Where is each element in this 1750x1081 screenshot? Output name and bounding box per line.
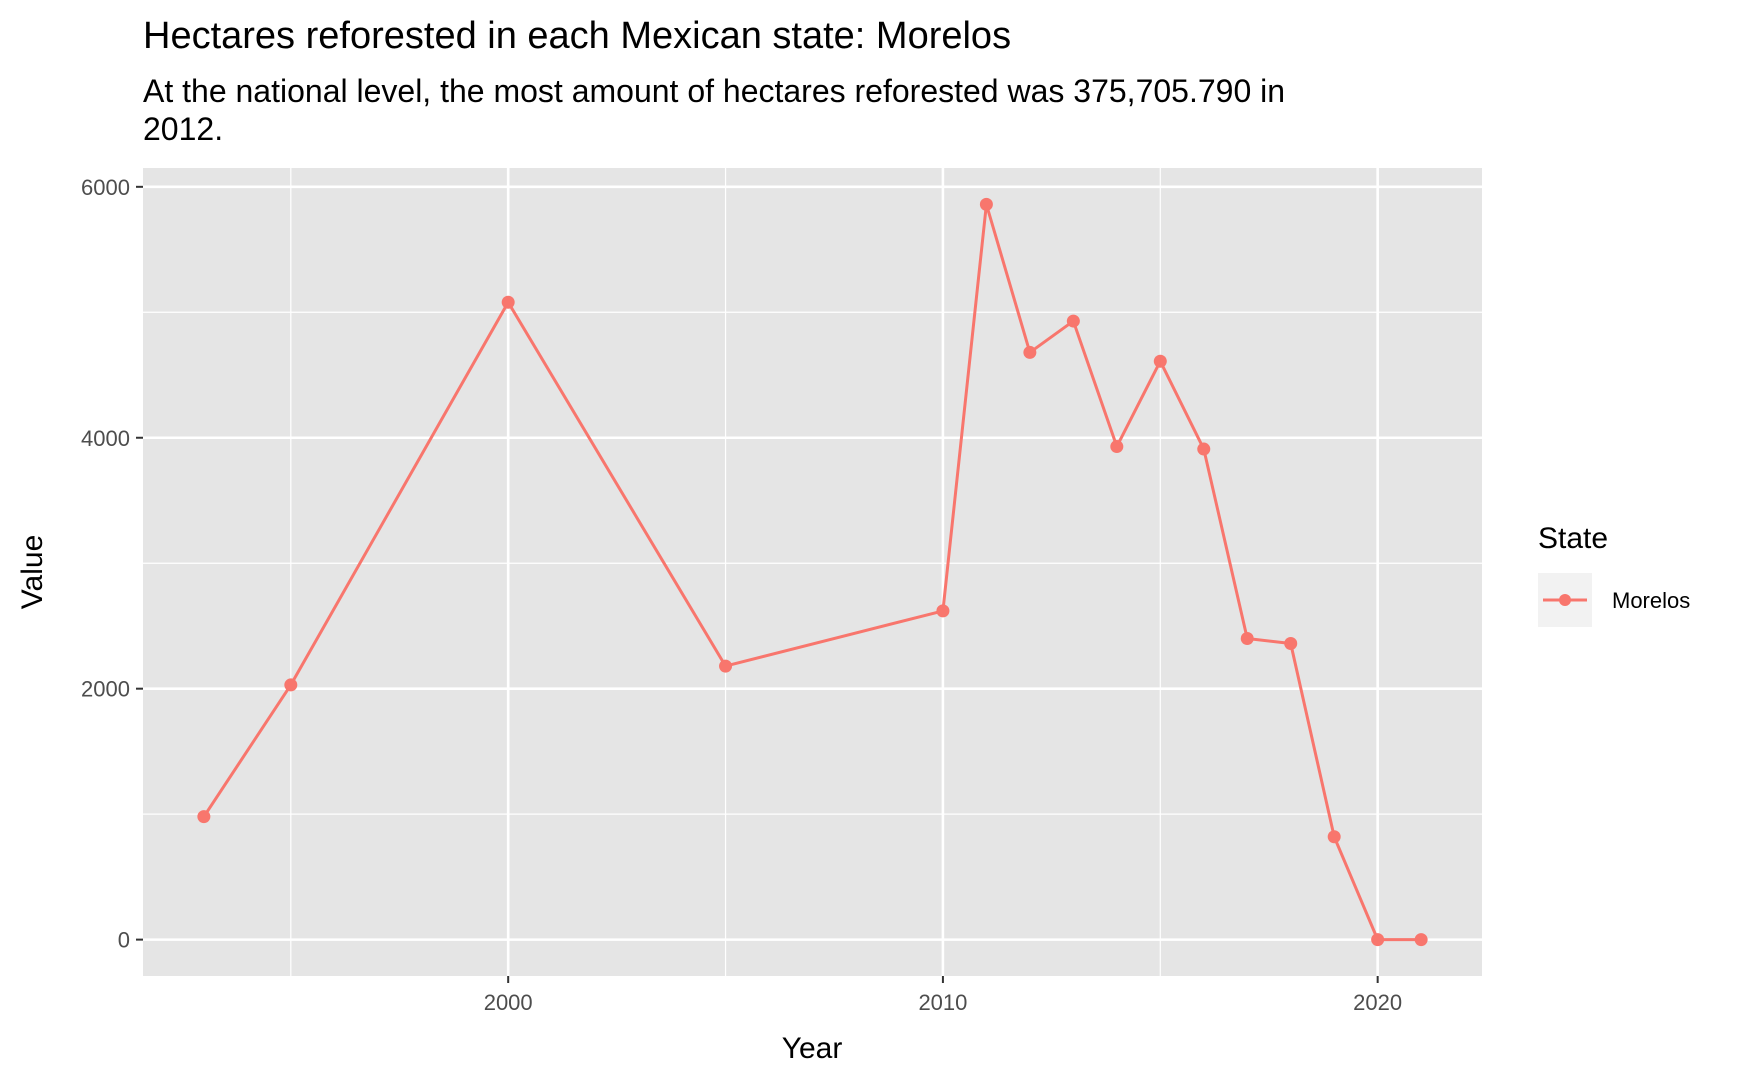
series-layer: [197, 197, 1428, 947]
data-point: [1327, 830, 1341, 844]
y-tick-label: 2000: [81, 677, 130, 702]
y-tick-label: 6000: [81, 175, 130, 200]
data-point: [197, 810, 211, 824]
series-line-morelos: [202, 202, 1422, 942]
x-tick-label: 2000: [484, 990, 533, 1015]
legend-label-morelos: Morelos: [1612, 588, 1690, 613]
plot-panel: [143, 168, 1482, 976]
data-point: [1284, 637, 1298, 651]
axis-ticks: [136, 185, 1379, 983]
data-point: [1066, 314, 1080, 328]
data-point: [1110, 440, 1124, 454]
legend-title: State: [1538, 522, 1608, 555]
chart-title: Hectares reforested in each Mexican stat…: [143, 15, 1011, 57]
x-tick-label: 2020: [1353, 990, 1402, 1015]
data-point: [1240, 631, 1254, 645]
data-point: [1153, 354, 1167, 368]
chart-subtitle-line-1: At the national level, the most amount o…: [143, 73, 1285, 109]
y-axis-title: Value: [16, 535, 49, 610]
legend: State Morelos: [1538, 522, 1690, 627]
data-point: [936, 604, 950, 618]
data-point: [979, 197, 993, 211]
data-point: [501, 295, 515, 309]
y-tick-label: 4000: [81, 426, 130, 451]
data-point: [284, 678, 298, 692]
data-point: [1197, 442, 1211, 456]
legend-marker-morelos: [1559, 594, 1571, 606]
data-point: [1371, 933, 1385, 947]
tick-labels: 0 2000 4000 6000 2000 2010 2020: [81, 175, 1402, 1015]
minor-grid: [143, 168, 1482, 976]
x-tick-label: 2010: [918, 990, 967, 1015]
data-point: [1023, 345, 1037, 359]
y-tick-label: 0: [118, 928, 130, 953]
chart-subtitle-line-2: 2012.: [143, 111, 223, 147]
x-axis-title: Year: [782, 1032, 843, 1065]
data-point: [719, 659, 733, 673]
data-point: [1414, 933, 1428, 947]
